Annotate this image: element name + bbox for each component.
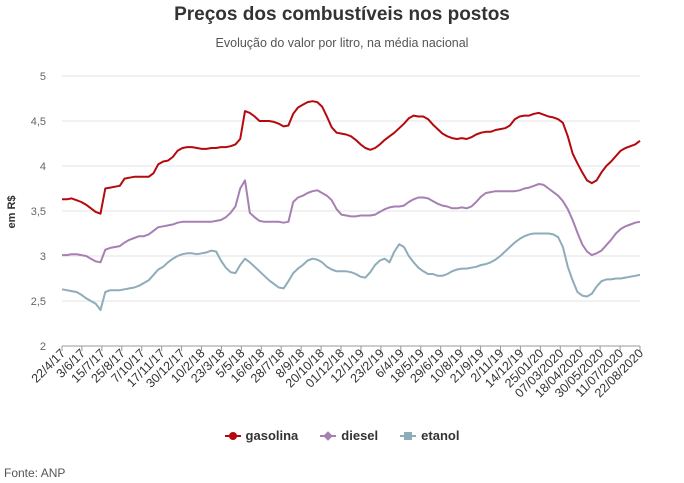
series-line-etanol (61, 232, 641, 311)
y-tick-label: 4,5 (31, 116, 46, 128)
source-note: Fonte: ANP (4, 466, 66, 480)
legend: gasolina diesel etanol (0, 428, 684, 443)
legend-label: etanol (421, 428, 460, 443)
y-tick-label: 2 (40, 341, 46, 353)
square-marker-icon (400, 430, 417, 442)
y-tick-labels: 2 2,5 3 3,5 4 4,5 5 (31, 71, 46, 353)
series-line-diesel (62, 179, 641, 264)
series-line-gasolina (62, 100, 641, 215)
diamond-marker-icon (320, 430, 337, 442)
line-chart: 2 2,5 3 3,5 4 4,5 5 22/4/173/6/1715/7/1725/8/1… (6, 71, 646, 400)
chart-subtitle: Evolução do valor por litro, na média na… (215, 36, 469, 50)
y-tick-label: 2,5 (31, 296, 46, 308)
legend-item-diesel[interactable]: diesel (320, 428, 378, 443)
legend-label: diesel (341, 428, 379, 443)
legend-label: gasolina (245, 428, 299, 443)
legend-item-gasolina[interactable]: gasolina (224, 428, 299, 443)
y-tick-label: 5 (40, 71, 46, 83)
circle-marker-icon (224, 430, 241, 442)
y-axis-label: em R$ (6, 195, 18, 228)
y-tick-label: 4 (40, 161, 46, 173)
y-tick-label: 3 (40, 251, 46, 263)
y-tick-label: 3,5 (31, 206, 46, 218)
series-lines (61, 100, 641, 311)
x-tick-labels: 22/4/173/6/1715/7/1725/8/177/10/1717/11/… (29, 345, 646, 400)
legend-item-etanol[interactable]: etanol (400, 428, 459, 443)
chart-title: Preços dos combustíveis nos postos (174, 4, 510, 25)
